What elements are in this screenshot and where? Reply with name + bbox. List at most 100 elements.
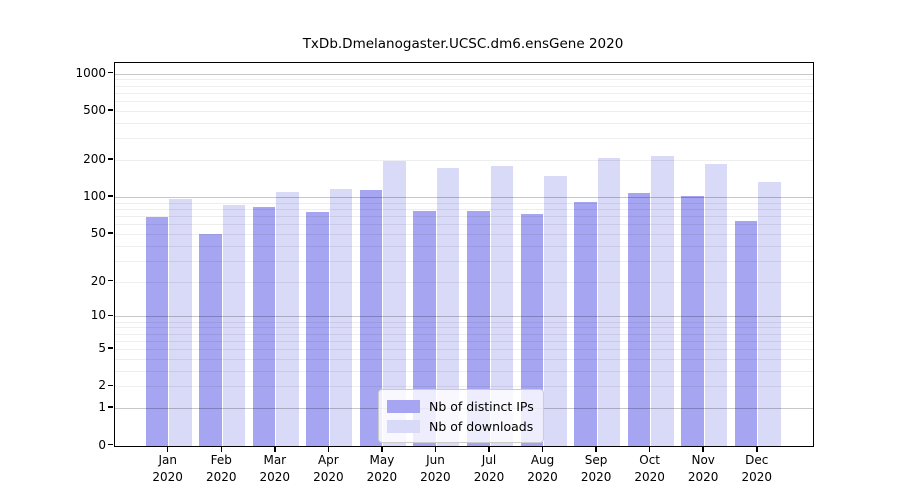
gridline-90 xyxy=(115,202,813,204)
legend: Nb of distinct IPs Nb of downloads xyxy=(378,389,544,443)
gridline-200 xyxy=(115,160,813,162)
bar-downloads-may xyxy=(383,160,406,446)
gridline-70 xyxy=(115,216,813,218)
bar-downloads-feb xyxy=(222,205,246,446)
y-tick-label-0: 0 xyxy=(98,437,106,452)
gridline-5 xyxy=(115,349,813,351)
x-tick-mark-apr xyxy=(327,446,330,452)
gridline-20 xyxy=(115,281,813,283)
gridline-3 xyxy=(115,370,813,372)
bar-downloads-jan xyxy=(169,199,192,446)
bar-distinct-ips-jan xyxy=(145,216,169,446)
y-tick-mark-50 xyxy=(108,232,113,234)
plot-area xyxy=(114,62,814,447)
x-tick-label-jan: Jan 2020 xyxy=(152,453,183,484)
gridline-6 xyxy=(115,340,813,342)
y-tick-label-1000: 1000 xyxy=(75,65,106,80)
x-tick-mark-jan xyxy=(166,446,169,452)
y-tick-mark-20 xyxy=(108,279,113,282)
legend-label-distinct-ips: Nb of distinct IPs xyxy=(429,398,534,414)
y-tick-label-2: 2 xyxy=(98,378,106,393)
gridline-1000 xyxy=(115,73,813,75)
x-tick-mark-dec xyxy=(756,446,758,452)
gridline-80 xyxy=(115,209,813,211)
bar-downloads-jul xyxy=(490,165,513,446)
gridline-2 xyxy=(115,386,813,388)
x-tick-label-mar: Mar 2020 xyxy=(259,453,291,484)
bar-distinct-ips-jun xyxy=(413,210,436,446)
x-tick-mark-sep xyxy=(595,446,597,452)
bar-distinct-ips-nov xyxy=(681,195,704,446)
gridline-7 xyxy=(115,333,813,335)
x-tick-label-sep: Sep 2020 xyxy=(580,453,612,484)
bar-distinct-ips-may xyxy=(359,190,383,446)
x-tick-label-jun: Jun 2020 xyxy=(420,453,451,484)
y-tick-label-50: 50 xyxy=(90,225,106,240)
gridline-900 xyxy=(115,79,813,81)
y-tick-mark-1 xyxy=(108,406,113,408)
bar-distinct-ips-mar xyxy=(252,206,276,446)
x-tick-label-jul: Jul 2020 xyxy=(473,453,505,484)
gridline-40 xyxy=(115,245,813,247)
gridline-800 xyxy=(115,85,813,87)
gridline-30 xyxy=(115,260,813,262)
gridline-700 xyxy=(115,92,813,94)
y-tick-mark-200 xyxy=(108,158,113,160)
x-tick-mark-mar xyxy=(274,446,276,452)
gridline-400 xyxy=(115,122,813,124)
x-tick-mark-feb xyxy=(220,446,222,452)
x-tick-label-dec: Dec 2020 xyxy=(741,453,773,484)
gridline-600 xyxy=(115,101,813,103)
x-tick-mark-may xyxy=(381,446,383,452)
gridline-10 xyxy=(115,316,813,318)
y-tick-label-500: 500 xyxy=(83,102,106,117)
bar-downloads-dec xyxy=(758,182,781,446)
x-tick-label-apr: Apr 2020 xyxy=(313,453,344,484)
x-tick-label-oct: Oct 2020 xyxy=(634,453,665,484)
bar-downloads-oct xyxy=(651,155,674,446)
bar-downloads-aug xyxy=(544,175,567,446)
x-tick-label-feb: Feb 2020 xyxy=(205,453,237,484)
y-tick-label-20: 20 xyxy=(90,273,106,288)
y-tick-mark-5 xyxy=(108,347,113,349)
y-tick-label-100: 100 xyxy=(83,189,106,204)
x-tick-label-nov: Nov 2020 xyxy=(687,453,719,484)
gridline-8 xyxy=(115,327,813,329)
y-tick-mark-10 xyxy=(108,314,113,317)
y-tick-label-200: 200 xyxy=(83,152,106,167)
x-tick-mark-jun xyxy=(434,446,437,452)
gridline-60 xyxy=(115,224,813,226)
x-tick-mark-jul xyxy=(488,446,490,452)
y-tick-label-1: 1 xyxy=(98,400,106,415)
bar-distinct-ips-aug xyxy=(520,213,544,446)
y-tick-mark-100 xyxy=(108,195,113,197)
gridline-500 xyxy=(115,110,813,112)
legend-swatch-downloads xyxy=(387,419,420,433)
bar-downloads-apr xyxy=(329,188,353,446)
y-tick-mark-500 xyxy=(108,109,113,111)
y-tick-mark-0 xyxy=(108,443,113,446)
y-tick-mark-2 xyxy=(108,384,113,387)
y-tick-label-5: 5 xyxy=(98,341,106,356)
bar-distinct-ips-oct xyxy=(627,192,651,446)
x-tick-mark-nov xyxy=(702,446,704,452)
legend-label-downloads: Nb of downloads xyxy=(429,418,534,434)
x-tick-label-aug: Aug 2020 xyxy=(527,453,558,484)
gridline-50 xyxy=(115,233,813,235)
gridline-4 xyxy=(115,358,813,360)
bar-distinct-ips-sep xyxy=(574,201,597,446)
legend-swatch-distinct-ips xyxy=(387,399,420,413)
gridline-9 xyxy=(115,321,813,323)
x-tick-mark-aug xyxy=(541,446,544,452)
gridline-300 xyxy=(115,138,813,140)
legend-row-distinct-ips: Nb of distinct IPs xyxy=(387,396,534,416)
bar-downloads-nov xyxy=(704,163,728,446)
bar-downloads-sep xyxy=(597,157,621,446)
bar-downloads-mar xyxy=(276,191,299,446)
y-tick-label-10: 10 xyxy=(90,308,106,323)
y-tick-mark-1000 xyxy=(108,71,113,74)
chart-title: TxDb.Dmelanogaster.UCSC.dm6.ensGene 2020 xyxy=(302,36,624,52)
x-tick-mark-oct xyxy=(648,446,651,452)
legend-row-downloads: Nb of downloads xyxy=(387,416,533,436)
